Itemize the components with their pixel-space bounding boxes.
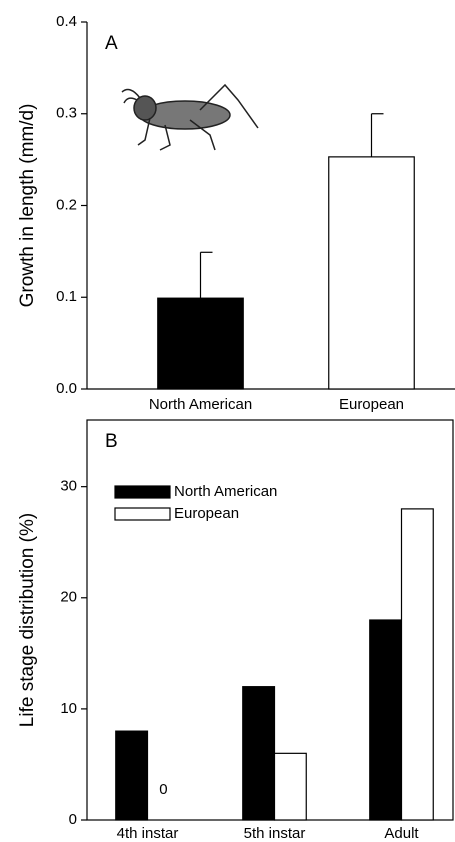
panel-label: A xyxy=(105,33,118,54)
y-axis-label: Growth in length (mm/d) xyxy=(17,104,38,308)
y-tick-label: 10 xyxy=(60,700,77,717)
y-tick-label: 0.2 xyxy=(56,196,77,213)
legend-label: North American xyxy=(174,483,277,500)
legend-label: European xyxy=(174,505,239,522)
x-tick-label: Adult xyxy=(384,825,419,842)
y-tick-label: 20 xyxy=(60,589,77,606)
y-axis-label: Life stage distribution (%) xyxy=(17,513,38,727)
bar xyxy=(328,156,415,390)
grasshopper-icon xyxy=(121,83,259,151)
y-tick-label: 0 xyxy=(69,811,77,828)
bar xyxy=(115,730,149,821)
x-tick-label: European xyxy=(339,396,404,413)
x-tick-label: North American xyxy=(149,396,252,413)
legend-swatch xyxy=(114,507,171,521)
panel-label: B xyxy=(105,431,118,452)
x-tick-label: 5th instar xyxy=(244,825,306,842)
bar xyxy=(157,297,244,390)
x-tick-label: 4th instar xyxy=(117,825,179,842)
legend-swatch xyxy=(114,485,171,499)
y-tick-label: 0.4 xyxy=(56,13,77,30)
y-tick-label: 0.0 xyxy=(56,380,77,397)
y-tick-label: 0.3 xyxy=(56,105,77,122)
y-tick-label: 30 xyxy=(60,478,77,495)
bar xyxy=(242,686,276,821)
bar xyxy=(369,619,403,821)
bar xyxy=(400,508,434,821)
bar xyxy=(273,752,307,821)
y-tick-label: 0.1 xyxy=(56,288,77,305)
data-label: 0 xyxy=(159,781,167,798)
